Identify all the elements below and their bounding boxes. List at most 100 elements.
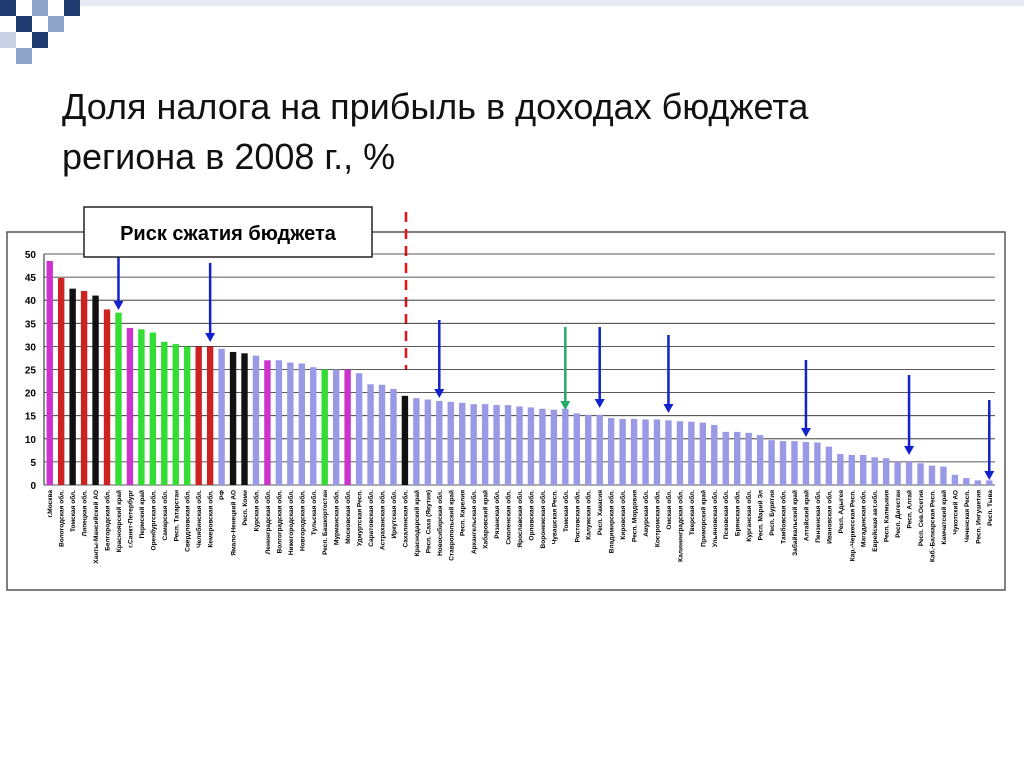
- bar: [218, 348, 225, 485]
- bar: [195, 346, 202, 485]
- arrow-head: [434, 389, 445, 398]
- x-tick-label: Респ. Калмыкия: [884, 490, 891, 542]
- x-tick-label: Забайкальский край: [791, 490, 799, 556]
- bar: [562, 408, 569, 485]
- bar: [596, 414, 603, 485]
- x-tick-label: Орловская обл.: [527, 490, 535, 541]
- y-tick-label: 15: [25, 412, 37, 423]
- x-tick-label: Белгородская обл.: [104, 490, 112, 551]
- bar: [539, 408, 546, 485]
- x-tick-label: Каб.-Балкарская Респ.: [928, 490, 936, 562]
- bar: [607, 418, 615, 485]
- bar: [275, 360, 283, 485]
- arrow-head: [560, 401, 571, 410]
- x-tick-label: Респ. Адыгея: [838, 490, 845, 534]
- x-tick-label: Ленинградская обл.: [264, 490, 272, 554]
- x-tick-label: Респ. Мордовия: [632, 490, 639, 542]
- bar: [619, 418, 626, 485]
- x-tick-label: Кировская обл.: [619, 490, 627, 540]
- bar: [825, 446, 833, 485]
- x-tick-label: Респ. Хакасия: [597, 490, 604, 535]
- arrow-head: [205, 333, 216, 342]
- bar: [80, 290, 88, 485]
- x-tick-label: Томская обл.: [69, 490, 77, 532]
- bar: [905, 461, 913, 485]
- y-tick-label: 30: [25, 342, 37, 353]
- x-tick-label: Чувашская Респ.: [551, 490, 558, 544]
- x-tick-label: Курганская обл.: [745, 490, 753, 542]
- x-tick-label: Челябинская обл.: [195, 490, 203, 548]
- annotation-box: [83, 206, 373, 258]
- x-tick-label: Камчатский край: [940, 490, 948, 544]
- bar: [493, 405, 500, 485]
- y-tick-label: 5: [30, 458, 36, 469]
- bar: [756, 435, 764, 485]
- x-tick-label: Респ. Татарстан: [173, 490, 180, 541]
- bar: [103, 309, 111, 485]
- bar: [436, 400, 443, 485]
- bar: [401, 395, 409, 485]
- bar: [768, 440, 775, 485]
- bar: [367, 384, 374, 485]
- x-tick-label: Приморский край: [699, 490, 707, 547]
- bar: [585, 414, 592, 485]
- y-tick-label: 50: [25, 250, 37, 261]
- x-tick-label: Астраханская обл.: [379, 490, 387, 550]
- x-tick-label: Чеченская Респ.: [964, 490, 971, 543]
- bar: [791, 441, 798, 485]
- x-tick-label: Респ. Марий Эл: [757, 490, 765, 540]
- arrow-head: [113, 301, 124, 310]
- bar: [172, 344, 179, 485]
- bar: [149, 332, 157, 485]
- arrow-head: [594, 399, 605, 408]
- x-tick-label: Смоленская обл.: [505, 490, 513, 545]
- x-tick-label: Респ. Коми: [242, 490, 249, 526]
- bar: [860, 454, 867, 485]
- x-tick-label: Псковская обл.: [722, 490, 730, 539]
- x-tick-label: Магаданская обл.: [860, 490, 868, 547]
- bar: [69, 288, 76, 485]
- x-tick-label: РФ: [219, 490, 226, 500]
- bar: [126, 327, 134, 485]
- x-tick-label: Брянская обл.: [734, 490, 742, 536]
- y-tick-label: 10: [25, 435, 37, 446]
- y-tick-label: 20: [25, 389, 37, 400]
- bar: [241, 353, 248, 485]
- x-tick-label: Еврейская авт.обл.: [871, 490, 879, 552]
- x-tick-label: Курская обл.: [252, 490, 260, 532]
- bar: [516, 406, 523, 485]
- bar: [653, 419, 661, 485]
- bar: [527, 407, 535, 485]
- bar: [573, 413, 580, 485]
- x-tick-label: Саратовская обл.: [367, 490, 375, 547]
- bar: [470, 404, 477, 485]
- bar: [688, 421, 695, 485]
- x-tick-label: Ростовская обл.: [573, 490, 581, 543]
- bar: [321, 369, 328, 485]
- x-tick-label: Владимирская обл.: [608, 490, 616, 553]
- x-tick-label: Кемеровская обл.: [207, 490, 215, 548]
- bar: [779, 441, 787, 485]
- x-tick-label: Респ. Карелия: [460, 490, 467, 536]
- bar: [184, 346, 191, 485]
- slide-title: Доля налога на прибыль в доходах бюджета…: [62, 86, 809, 177]
- bar: [940, 466, 947, 485]
- bar: [745, 432, 752, 485]
- bar: [413, 398, 420, 485]
- x-tick-label: Красноярский край: [115, 490, 123, 552]
- y-tick-label: 45: [25, 273, 37, 284]
- bar: [46, 260, 53, 485]
- x-tick-label: Калининградская обл.: [676, 490, 684, 562]
- x-tick-label: Ямало-Ненецкий АО: [230, 490, 238, 556]
- bar: [229, 351, 237, 485]
- bar: [642, 419, 649, 485]
- x-tick-label: Ханты-Мансийский АО: [92, 490, 100, 564]
- x-tick-label: Алтайский край: [802, 490, 810, 541]
- x-tick-label: Новосибирская обл.: [436, 490, 444, 556]
- x-tick-label: Ульяновская обл.: [711, 490, 719, 547]
- arrow-head: [663, 404, 674, 413]
- x-tick-label: Иркутская обл.: [390, 490, 398, 539]
- bar: [722, 431, 729, 485]
